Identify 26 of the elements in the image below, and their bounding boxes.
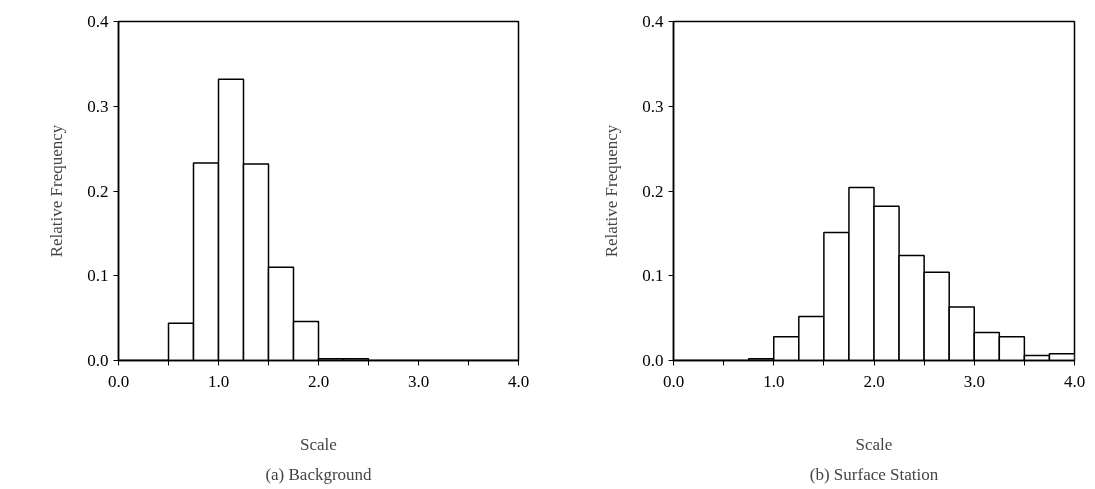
y-tick-label: 0.4 bbox=[642, 12, 664, 31]
y-tick-label: 0.0 bbox=[87, 351, 109, 370]
y-tick-label: 0.1 bbox=[87, 266, 109, 286]
x-tick-label: 2.0 bbox=[307, 371, 330, 391]
y-axis-title: Relative Frequency bbox=[47, 124, 67, 258]
x-axis-title: Scale bbox=[855, 434, 893, 454]
x-tick-label: 3.0 bbox=[407, 371, 430, 391]
x-tick-label: 0.0 bbox=[662, 371, 685, 391]
y-tick-label: 0.0 bbox=[642, 351, 664, 370]
y-tick-label: 0.1 bbox=[642, 266, 664, 286]
x-tick-label: 1.0 bbox=[207, 371, 230, 391]
y-tick-label: 0.3 bbox=[87, 96, 109, 116]
x-tick-label: 4.0 bbox=[507, 371, 530, 391]
y-tick-label: 0.2 bbox=[642, 181, 664, 201]
x-tick-label: 0.0 bbox=[107, 371, 130, 391]
y-tick-label: 0.4 bbox=[87, 12, 109, 31]
x-tick-label: 2.0 bbox=[863, 371, 885, 391]
y-tick-label: 0.3 bbox=[642, 96, 664, 116]
text: (b) Surface Station bbox=[809, 464, 939, 484]
y-tick-label: 0.2 bbox=[87, 181, 109, 201]
x-tick-label: 1.0 bbox=[763, 371, 785, 391]
x-tick-label: 4.0 bbox=[1063, 371, 1086, 391]
text: (a) Background bbox=[265, 464, 373, 484]
x-axis-title: Scale bbox=[300, 434, 337, 454]
x-tick-label: 3.0 bbox=[963, 371, 985, 391]
y-axis-title: Relative Frequency bbox=[602, 124, 622, 258]
